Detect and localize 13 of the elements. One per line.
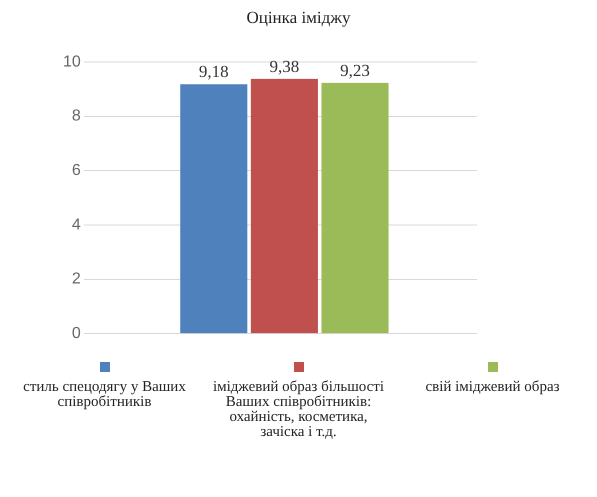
chart-title: Оцінка іміджу <box>245 8 352 29</box>
y-tick-label: 10 <box>63 53 81 70</box>
legend-label: іміджевий образ більшості Ваших співробітників: охайність, косметика, зачіска і т.д. <box>212 378 386 440</box>
y-tick-label: 6 <box>72 162 81 180</box>
legend-label: стиль спецодягу у Ваших співробітників <box>22 378 187 412</box>
legend-label: свій іміджевий образ <box>424 378 561 397</box>
y-tick-label: 4 <box>72 216 81 234</box>
y-tick-label: 0 <box>72 325 81 342</box>
y-tick-label: 2 <box>72 270 81 288</box>
data-label: 9,38 <box>270 56 300 76</box>
y-tick-label: 8 <box>72 108 81 125</box>
data-label: 9,18 <box>198 62 229 82</box>
data-label: 9,23 <box>340 60 370 80</box>
